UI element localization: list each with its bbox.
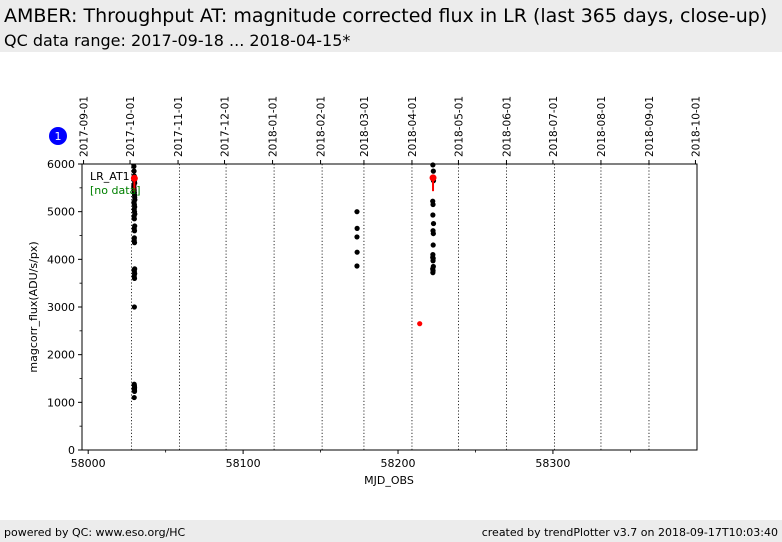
- date-tick-label: 2018-04-01: [407, 96, 419, 157]
- data-point: [430, 258, 436, 264]
- data-range-subtitle: QC data range: 2017-09-18 ... 2018-04-15…: [4, 31, 351, 50]
- data-point: [430, 242, 436, 248]
- date-tick-label: 2017-12-01: [220, 96, 232, 157]
- badge-number: 1: [55, 130, 62, 143]
- highlight-point: [130, 174, 138, 182]
- data-points: [130, 162, 437, 401]
- data-point: [430, 212, 436, 218]
- data-point: [131, 275, 138, 281]
- data-point: [430, 220, 437, 227]
- y-axis-label: magcorr_flux(ADU/s/px): [27, 241, 40, 372]
- y-axis-ticks: 0 1000 2000 3000 4000 5000 6000: [47, 158, 82, 457]
- date-tick-label: 2017-10-01: [125, 96, 137, 157]
- y-tick-label: 3000: [47, 301, 75, 314]
- page-title: AMBER: Throughput AT: magnitude correcte…: [4, 5, 768, 27]
- data-point: [430, 270, 436, 276]
- x-axis-ticks: 58000 58100 58200 58300: [71, 450, 631, 470]
- date-tick-label: 2018-01-01: [268, 96, 280, 157]
- highlight-point: [429, 174, 437, 182]
- data-point: [131, 216, 137, 222]
- date-tick-label: 2018-02-01: [316, 96, 328, 157]
- y-tick-label: 6000: [47, 158, 75, 171]
- date-tick-label: 2018-10-01: [690, 96, 702, 157]
- data-point: [354, 209, 360, 215]
- footer-bar: powered by QC: www.eso.org/HC created by…: [0, 520, 782, 542]
- y-tick-label: 5000: [47, 206, 75, 219]
- y-tick-label: 1000: [47, 396, 75, 409]
- plot-frame: [81, 163, 698, 451]
- date-tick-label: 2018-05-01: [453, 96, 465, 157]
- data-point: [430, 230, 436, 237]
- data-point: [131, 240, 138, 246]
- date-tick-label: 2017-09-01: [79, 96, 91, 157]
- x-tick-label: 58300: [535, 457, 570, 470]
- data-point: [131, 385, 137, 392]
- plot-background: [82, 164, 697, 450]
- data-point: [354, 263, 360, 269]
- data-point: [131, 168, 137, 174]
- x-tick-label: 58200: [381, 457, 416, 470]
- no-data-label: [no data]: [90, 184, 141, 197]
- x-axis-label: MJD_OBS: [364, 474, 414, 487]
- footer-generator-info: created by trendPlotter v3.7 on 2018-09-…: [481, 526, 778, 539]
- date-tick-label: 2018-07-01: [548, 96, 560, 157]
- x-tick-label: 58000: [71, 457, 106, 470]
- y-tick-label: 0: [68, 444, 75, 457]
- top-date-ticks: 2017-09-01 2017-10-01 2017-11-01 2017-12-01…: [79, 96, 702, 164]
- data-point: [354, 225, 360, 231]
- scatter-chart: 58000 58100 58200 58300 0 1000 2000 3000 4000 50…: [27, 96, 702, 487]
- data-point: [430, 168, 436, 174]
- data-point: [430, 162, 436, 168]
- date-tick-label: 2018-09-01: [644, 96, 656, 157]
- date-tick-label: 2017-11-01: [173, 96, 185, 157]
- y-tick-label: 2000: [47, 349, 75, 362]
- header-bar: AMBER: Throughput AT: magnitude correcte…: [0, 0, 782, 52]
- data-point: [354, 234, 360, 240]
- date-tick-label: 2018-03-01: [359, 96, 371, 157]
- y-tick-label: 4000: [47, 253, 75, 266]
- date-tick-label: 2018-06-01: [501, 96, 513, 157]
- badge-circle: [49, 127, 67, 145]
- legend-label: LR_AT1: [90, 170, 130, 183]
- data-point: [354, 249, 360, 255]
- data-point: [131, 304, 137, 310]
- data-point: [131, 228, 138, 234]
- x-tick-label: 58100: [226, 457, 261, 470]
- data-point: [131, 163, 137, 169]
- highlight-point: [417, 321, 423, 327]
- date-tick-label: 2018-08-01: [596, 96, 608, 157]
- data-point: [430, 201, 436, 208]
- data-point: [131, 394, 137, 401]
- footer-credit: powered by QC: www.eso.org/HC: [4, 526, 186, 539]
